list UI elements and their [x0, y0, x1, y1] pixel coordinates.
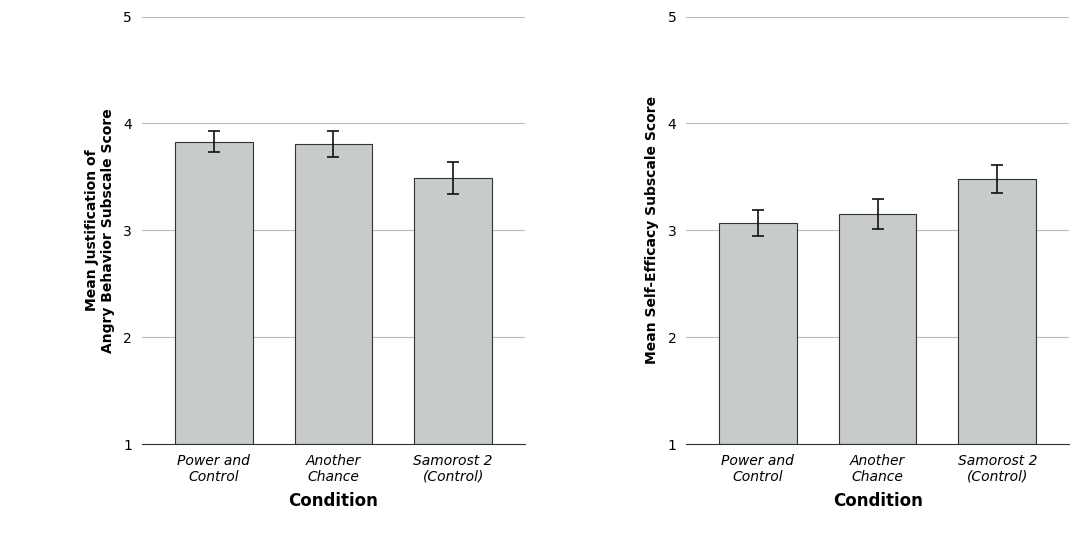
Bar [839, 214, 916, 444]
Y-axis label: Mean Self-Efficacy Subscale Score: Mean Self-Efficacy Subscale Score [645, 96, 659, 365]
Y-axis label: Mean Justification of
Angry Behavior Subscale Score: Mean Justification of Angry Behavior Sub… [85, 108, 115, 352]
Bar [719, 223, 796, 444]
Bar [175, 142, 253, 444]
Bar [958, 179, 1036, 444]
X-axis label: Condition: Condition [832, 492, 923, 510]
Bar [415, 178, 492, 444]
X-axis label: Condition: Condition [288, 492, 379, 510]
Bar [295, 144, 372, 444]
